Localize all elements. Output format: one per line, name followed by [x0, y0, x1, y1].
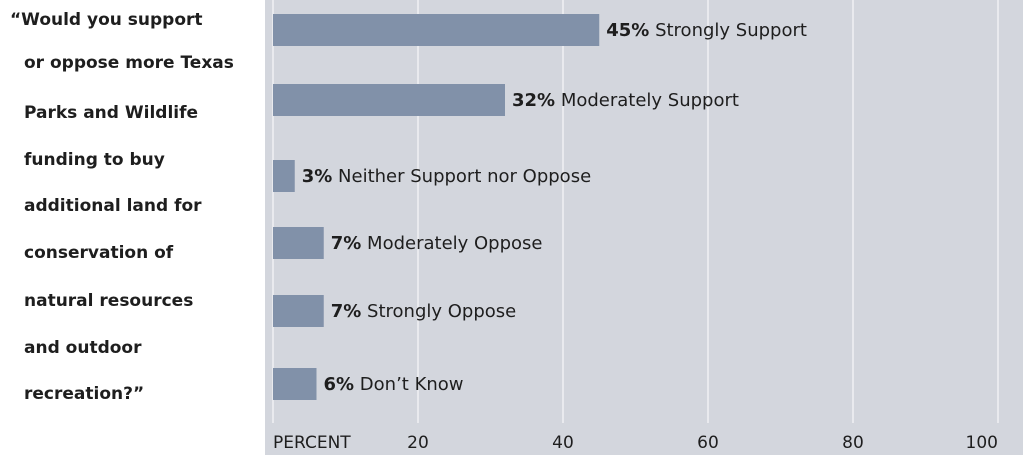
bar-category-label: Moderately Oppose — [361, 233, 542, 254]
question-line: additional land for — [24, 196, 202, 216]
bar-value-label: 3% — [302, 166, 333, 187]
question-line: conservation of — [24, 243, 174, 263]
x-tick-label: 80 — [842, 433, 864, 453]
x-tick-label: 60 — [697, 433, 719, 453]
bar-category-label: Strongly Support — [649, 20, 807, 41]
bar-chart: 45% Strongly Support 32% Moderately Suppo… — [272, 0, 999, 453]
bar-category-label: Moderately Support — [555, 90, 739, 111]
x-tick-label: 100 — [966, 433, 998, 453]
bar-3 — [273, 160, 295, 192]
question-line: funding to buy — [24, 150, 165, 170]
bar-category-label: Neither Support nor Oppose — [332, 166, 591, 187]
bar-value-label: 7% — [331, 301, 362, 322]
question-line: recreation?” — [24, 384, 145, 404]
x-axis-label: PERCENT — [273, 433, 351, 453]
question-panel: “Would you support or oppose more Texas … — [0, 0, 265, 455]
bar-value-label: 32% — [512, 90, 555, 111]
bar-1 — [273, 14, 600, 46]
question-line: and outdoor — [24, 338, 142, 358]
question-line: natural resources — [24, 291, 194, 311]
bar-category-label: Don’t Know — [354, 374, 463, 395]
bar-label: 3% Neither Support nor Oppose — [302, 166, 591, 187]
bar-label: 7% Strongly Oppose — [331, 301, 516, 322]
question-line: Parks and Wildlife — [24, 103, 199, 123]
question-line: “Would you support — [10, 10, 203, 30]
bar-4 — [273, 227, 324, 259]
bar-value-label: 45% — [606, 20, 649, 41]
bar-category-label: Strongly Oppose — [361, 301, 516, 322]
bar-label: 7% Moderately Oppose — [331, 233, 543, 254]
bar-5 — [273, 295, 324, 327]
bar-label: 32% Moderately Support — [512, 90, 739, 111]
bar-6 — [273, 368, 317, 400]
bar-value-label: 7% — [331, 233, 362, 254]
bar-label: 45% Strongly Support — [606, 20, 807, 41]
question-line: or oppose more Texas — [24, 53, 234, 73]
bar-2 — [273, 84, 505, 116]
bar-value-label: 6% — [324, 374, 355, 395]
bar-label: 6% Don’t Know — [324, 374, 464, 395]
x-tick-label: 20 — [407, 433, 429, 453]
x-tick-label: 40 — [552, 433, 574, 453]
